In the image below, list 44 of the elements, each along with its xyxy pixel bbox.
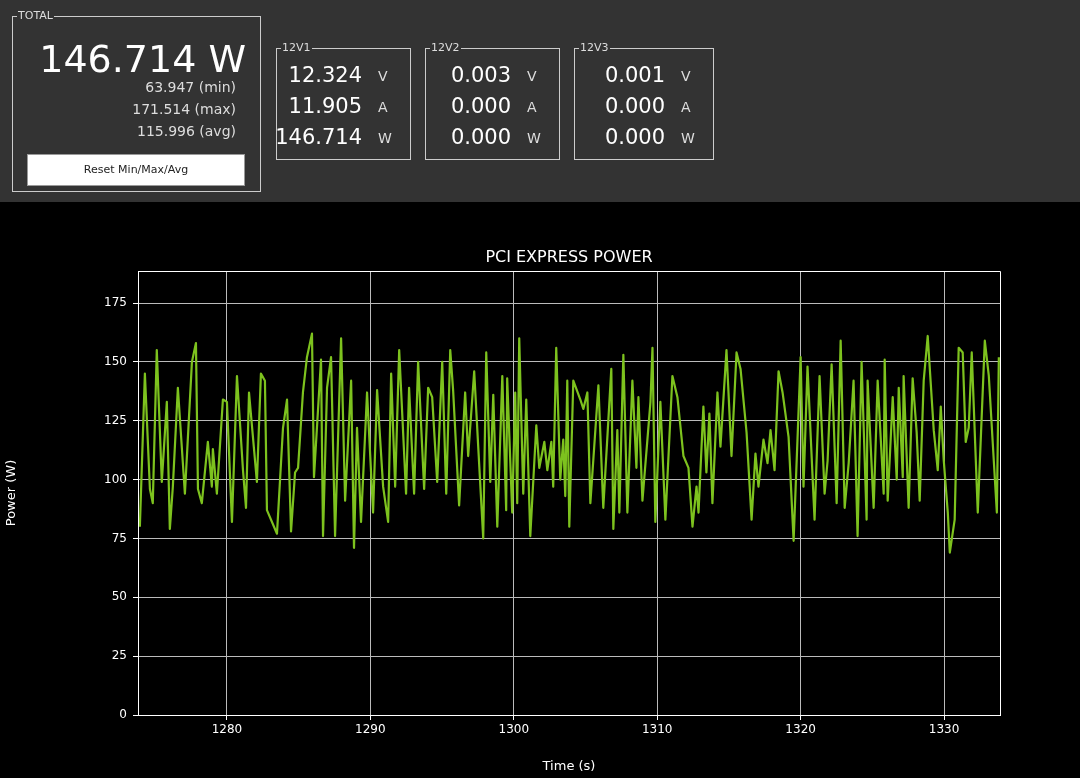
y-axis-title: Power (W)	[3, 459, 19, 527]
x-tick-label: 1290	[355, 722, 386, 737]
x-tick-label: 1280	[211, 722, 243, 737]
y-tick-label: 100	[104, 471, 127, 486]
text: W	[681, 130, 695, 146]
x-tick-label: 1330	[928, 722, 960, 737]
text: A	[681, 99, 691, 115]
text: 0.000	[450, 125, 511, 149]
x-tick-label: 1300	[498, 722, 530, 737]
text: A	[527, 99, 537, 115]
y-tick-label: 25	[111, 648, 127, 663]
text: W	[378, 130, 392, 146]
text: V	[681, 68, 691, 84]
text: W	[527, 130, 541, 146]
text: 0.000	[450, 94, 511, 118]
text: TOTAL	[17, 9, 54, 22]
x-axis-title: Time (s)	[541, 757, 596, 773]
x-tick-label: 1320	[785, 722, 816, 737]
text: 12V2	[430, 41, 461, 54]
text: 171.514 (max)	[132, 101, 236, 117]
text: A	[378, 99, 388, 115]
y-tick-label: 150	[104, 354, 127, 368]
text: 0.000	[604, 125, 665, 149]
text: 146.714 W	[38, 37, 246, 81]
text: 115.996 (avg)	[136, 123, 236, 139]
text: 11.905	[288, 94, 362, 118]
text: Reset Min/Max/Avg	[27, 154, 245, 186]
text: 0.001	[604, 63, 665, 87]
text: 12V3	[579, 41, 610, 54]
chart-title: PCI EXPRESS POWER	[485, 247, 653, 266]
y-tick-label: 50	[111, 589, 127, 604]
text: V	[527, 68, 537, 84]
text: 0.000	[604, 94, 665, 118]
y-tick-label: 0	[119, 707, 127, 722]
text: 12.324	[288, 63, 362, 87]
x-tick-label: 1310	[641, 722, 673, 737]
y-tick-label: 175	[104, 295, 127, 310]
text: V	[378, 68, 388, 84]
y-tick-label: 125	[104, 412, 127, 427]
text: 146.714	[275, 125, 362, 149]
text: 63.947 (min)	[145, 79, 236, 95]
text: 0.003	[450, 63, 511, 87]
text: 12V1	[281, 41, 312, 54]
y-tick-label: 75	[111, 530, 127, 545]
